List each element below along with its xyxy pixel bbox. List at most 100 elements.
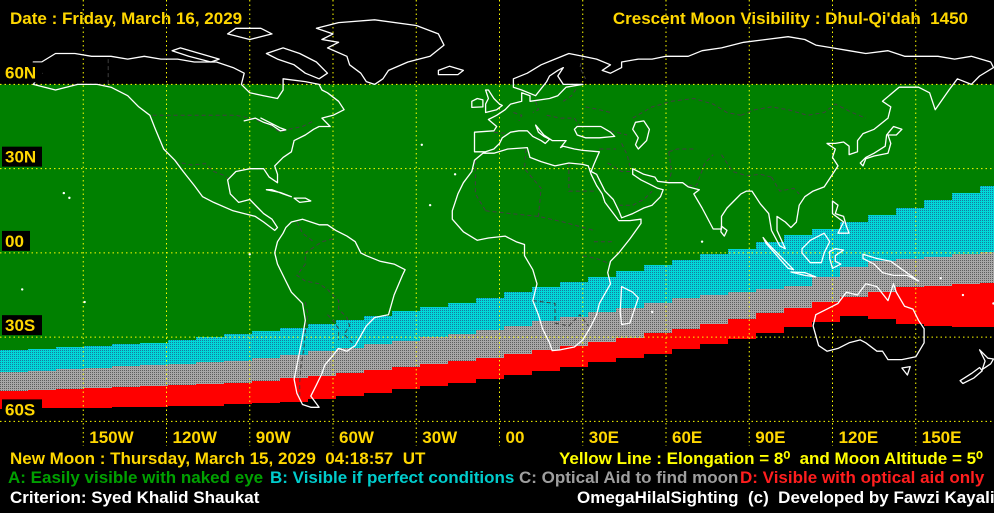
lon-label: 60E — [672, 428, 702, 446]
coastline-ireland — [471, 97, 484, 109]
coastline-new-zealand-north — [978, 349, 994, 371]
coastline-ellesmere-island — [226, 27, 273, 41]
border-finland-russia — [579, 56, 586, 80]
border-sahel — [485, 210, 595, 231]
coastline-north-america — [32, 52, 345, 232]
new-moon-label: New Moon : Thursday, March 15, 2029 04:1… — [10, 449, 426, 468]
coastline-philippines — [831, 200, 850, 234]
lon-label: 00 — [506, 428, 525, 446]
border-east-africa — [582, 255, 611, 265]
border-europe-central — [532, 101, 540, 113]
border-paraguay — [327, 314, 340, 340]
coastline-south-america — [274, 218, 406, 408]
coastline-victoria-island — [171, 47, 220, 63]
graticule — [0, 0, 994, 446]
island-dot — [428, 203, 432, 207]
border-us-canada — [152, 114, 314, 133]
border-caucasus — [610, 130, 628, 136]
border-indochina — [771, 176, 800, 195]
coastline-iceland — [437, 65, 465, 76]
island-dot — [453, 173, 457, 176]
border-iraq-saudi — [607, 162, 630, 172]
lon-label: 120W — [173, 428, 218, 446]
island-dot — [248, 253, 251, 256]
island-dot — [939, 276, 942, 280]
zone-c-gray — [0, 252, 994, 391]
island-dot — [420, 143, 423, 146]
lat-label-box — [2, 315, 42, 336]
coastline-eurasia — [473, 36, 994, 250]
coastline-black-sea — [573, 125, 616, 139]
coastline-new-zealand-south — [959, 366, 983, 385]
coastline-baffin-island — [265, 47, 329, 80]
coastline-sulawesi — [829, 248, 845, 269]
axis-labels: 60N 30N 00 30S 60S 150W 120W 90W 60W 30W 00 30E 60E 9… — [2, 62, 961, 446]
border-russia-kazakhstan — [632, 97, 741, 119]
island-dot — [21, 288, 24, 291]
coastline-greenland — [315, 19, 445, 86]
lat-label: 30S — [5, 316, 35, 335]
lon-label: 60W — [339, 428, 375, 446]
credit-label: OmegaHilalSighting (c) Developed by Fawz… — [577, 488, 994, 507]
world-map: 60N 30N 00 30S 60S 150W 120W 90W 60W 30W 00 30E 60E 9… — [0, 0, 994, 446]
lat-label: 60S — [5, 400, 35, 419]
country-borders — [107, 56, 866, 397]
lon-label: 30W — [422, 428, 458, 446]
lon-label: 30E — [589, 428, 619, 446]
zone-d-red — [0, 283, 994, 409]
coastline-great-britain — [484, 89, 503, 114]
border-afghanistan — [668, 148, 697, 153]
border-europe-danube — [546, 114, 581, 127]
coastline-borneo — [801, 232, 831, 264]
border-algeria-niger — [523, 148, 542, 217]
border-southern-africa — [532, 300, 589, 327]
border-us-mexico — [174, 161, 231, 181]
yellow-line-label: Yellow Line : Elongation = 8⁰ and Moon A… — [559, 449, 983, 468]
legend-d: D: Visible with optical aid only — [740, 468, 985, 487]
criterion-label: Criterion: Syed Khalid Shaukat — [10, 488, 260, 507]
island-dot — [961, 293, 965, 297]
lat-label: 00 — [5, 232, 24, 251]
border-mongolia — [740, 103, 866, 119]
coastline-sumatra — [762, 236, 795, 271]
lon-label: 150E — [922, 428, 962, 446]
island-dot — [83, 300, 86, 304]
lat-label-box — [2, 146, 42, 167]
island-dot — [62, 191, 66, 195]
zone-a-green — [0, 84, 994, 350]
island-dot — [68, 196, 71, 200]
coastline-japan — [859, 125, 903, 167]
coastline-cuba — [265, 189, 293, 198]
border-andes — [299, 301, 309, 397]
legend-b: B: Visible if perfect conditions — [270, 468, 515, 487]
island-dot — [700, 240, 704, 243]
lat-label-box — [2, 62, 42, 83]
border-himalaya — [721, 154, 772, 178]
lat-label-box — [2, 230, 30, 251]
coastline-caspian-sea — [632, 120, 651, 150]
coastline-java — [790, 271, 817, 278]
border-ukraine-russia — [585, 106, 611, 113]
lon-label: 120E — [839, 428, 879, 446]
lat-label: 60N — [5, 63, 36, 82]
coastline-tasmania — [901, 365, 911, 376]
lon-label: 90W — [256, 428, 292, 446]
coastline-new-guinea — [862, 253, 920, 282]
date-label: Date : Friday, March 16, 2029 — [10, 9, 243, 28]
visibility-title: Crescent Moon Visibility : Dhul-Qi'dah 1… — [612, 9, 968, 28]
border-india-pakistan — [688, 154, 714, 186]
lon-label: 90E — [755, 428, 785, 446]
coastline-madagascar — [619, 285, 639, 326]
border-colombia-venezuela — [296, 221, 314, 243]
lat-label: 30N — [5, 148, 36, 167]
coastline-hispaniola — [293, 197, 312, 204]
lat-label-box — [2, 399, 42, 420]
coastline-africa — [451, 146, 642, 352]
legend-c: C: Optical Aid to find moon — [519, 468, 739, 487]
coastline-sri-lanka — [720, 225, 728, 237]
zone-b-cyan — [0, 186, 994, 372]
lon-label: 150W — [89, 428, 134, 446]
border-libya-egypt-sudan — [568, 163, 594, 192]
border-baltics — [563, 86, 578, 102]
